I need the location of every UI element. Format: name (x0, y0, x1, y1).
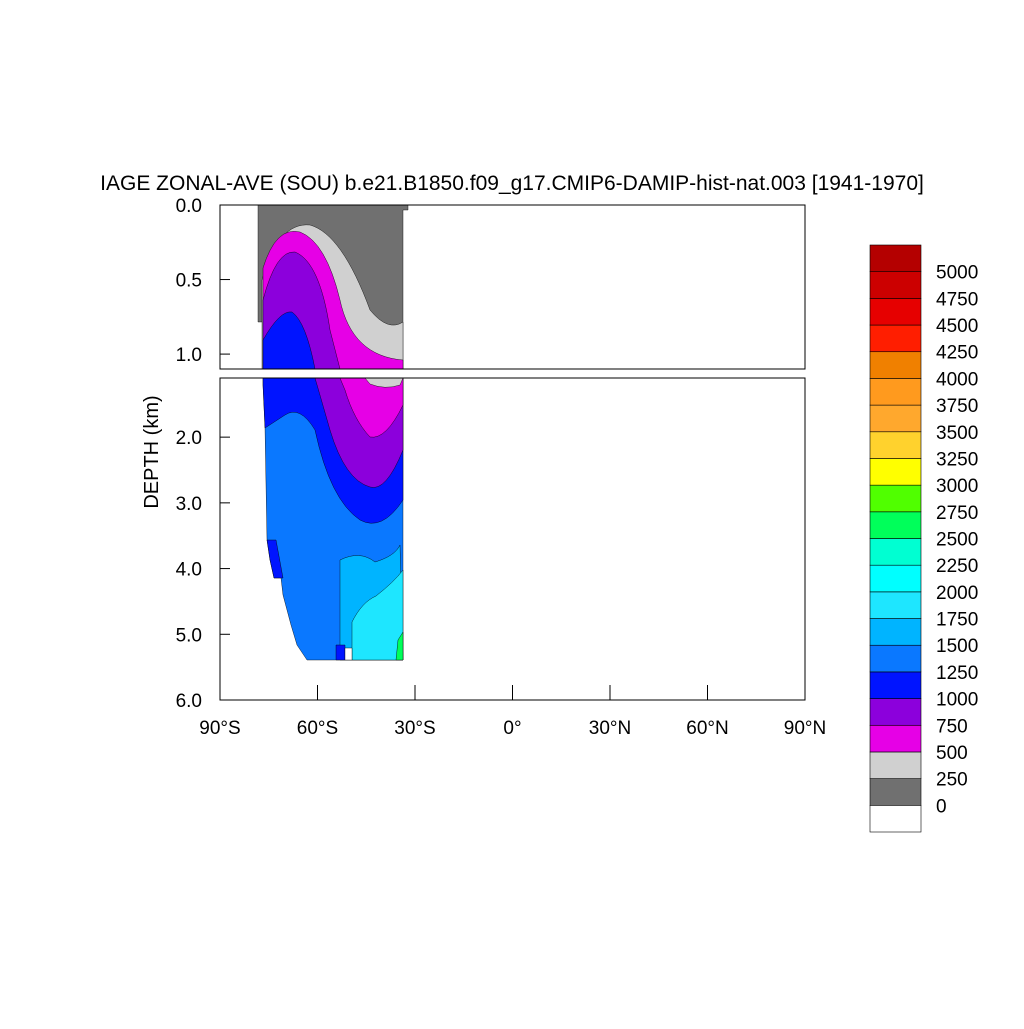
x-tick-label: 60°S (297, 718, 338, 739)
colorbar-box (869, 458, 922, 486)
x-tick-label: 30°S (394, 718, 435, 739)
y-tick-label: 3.0 (176, 494, 202, 515)
colorbar-label: 1250 (936, 663, 978, 684)
colorbar-label: 2500 (936, 530, 978, 551)
colorbar-box (869, 671, 922, 699)
colorbar-label: 2250 (936, 556, 978, 577)
colorbar-box (869, 324, 922, 353)
colorbar-box (869, 564, 922, 593)
y-tick-label: 1.0 (176, 345, 202, 366)
colorbar-label: 5000 (936, 263, 978, 284)
y-axis-label: DEPTH (km) (141, 395, 163, 508)
colorbar-label: 750 (936, 716, 968, 737)
chart-title: IAGE ZONAL-AVE (SOU) b.e21.B1850.f09_g17… (100, 172, 924, 195)
upper-panel-frame (219, 204, 806, 370)
y-tick-label: 4.0 (176, 560, 202, 581)
colorbar-label: 250 (936, 770, 968, 791)
y-tick-label: 2.0 (176, 428, 202, 449)
contour-band (344, 647, 353, 661)
contour-band (351, 569, 404, 661)
colorbar-label: 4750 (936, 289, 978, 310)
colorbar-box (869, 805, 922, 833)
x-tick-label: 0° (503, 718, 521, 739)
y-tick-label: 0.0 (176, 196, 202, 217)
colorbar-box (869, 751, 922, 779)
colorbar-label: 2750 (936, 503, 978, 524)
colorbar-label: 1500 (936, 636, 978, 657)
colorbar-box (869, 378, 922, 406)
colorbar-label: 3000 (936, 476, 978, 497)
contour-band (364, 377, 404, 388)
colorbar-box (869, 431, 922, 459)
contour-band (339, 377, 404, 438)
colorbar-box (869, 538, 922, 566)
colorbar-label: 500 (936, 743, 968, 764)
contour-band (395, 631, 404, 661)
colorbar-box (869, 298, 922, 326)
colorbar-label: 4250 (936, 343, 978, 364)
colorbar-label: 3250 (936, 449, 978, 470)
colorbar-box (869, 618, 922, 646)
colorbar-label: 1000 (936, 690, 978, 711)
colorbar-box (869, 698, 922, 726)
colorbar-label: 3500 (936, 423, 978, 444)
x-tick-label: 30°N (589, 718, 631, 739)
colorbar-box (869, 591, 922, 619)
colorbar-label: 4500 (936, 316, 978, 337)
colorbar-box (869, 271, 922, 299)
colorbar-box (869, 724, 922, 753)
colorbar-label: 4000 (936, 369, 978, 390)
colorbar-label: 2000 (936, 583, 978, 604)
colorbar-box (869, 644, 922, 673)
x-tick-label: 90°S (199, 718, 240, 739)
y-tick-label: 6.0 (176, 691, 202, 712)
colorbar-box (869, 484, 922, 513)
y-tick-label: 5.0 (176, 625, 202, 646)
colorbar-label: 0 (936, 796, 947, 817)
colorbar-box (869, 404, 922, 433)
contour-band (262, 311, 316, 370)
colorbar-box (869, 351, 922, 379)
colorbar-box (869, 244, 922, 272)
contour-band (335, 644, 346, 661)
colorbar-box (869, 778, 922, 806)
x-tick-label: 90°N (784, 718, 826, 739)
y-tick-label: 0.5 (176, 271, 202, 292)
colorbar-label: 1750 (936, 610, 978, 631)
colorbar-box (869, 511, 922, 539)
x-tick-label: 60°N (686, 718, 728, 739)
colorbar-label: 3750 (936, 396, 978, 417)
contour-band (266, 539, 284, 579)
